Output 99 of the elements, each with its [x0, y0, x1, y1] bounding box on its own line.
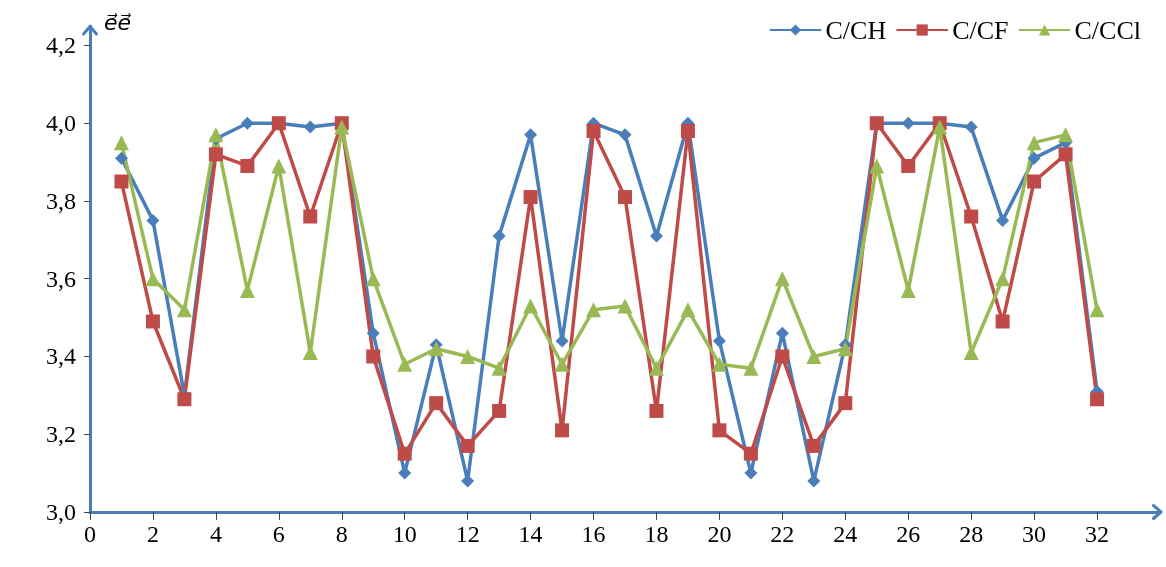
point: [366, 349, 381, 364]
point: [492, 403, 507, 418]
point: [712, 423, 727, 438]
point: [460, 348, 476, 364]
x-tick-label: 10: [392, 521, 417, 547]
point: [240, 158, 255, 173]
point: [1090, 392, 1105, 407]
point: [648, 360, 664, 376]
y-tick-label: 4,2: [46, 32, 76, 59]
point: [145, 271, 161, 287]
legend-label: C/CF: [952, 15, 1009, 45]
point: [491, 360, 507, 376]
point: [964, 209, 979, 224]
point: [176, 302, 192, 318]
point: [492, 229, 506, 243]
point: [711, 356, 727, 372]
point: [617, 298, 633, 314]
point: [775, 326, 789, 340]
point: [964, 120, 978, 134]
point: [303, 209, 318, 224]
x-tick-label: 16: [581, 521, 606, 547]
point: [240, 116, 254, 130]
point: [743, 446, 758, 461]
x-tick-label: 22: [770, 521, 795, 547]
x-tick-label: 8: [335, 521, 348, 547]
point: [365, 271, 381, 287]
point: [523, 190, 538, 205]
point: [555, 423, 570, 438]
x-tick-label: 14: [518, 521, 543, 547]
point: [586, 123, 601, 138]
point: [271, 158, 287, 174]
legend-label: C/CCl: [1074, 15, 1142, 45]
x-tick-label: 24: [833, 521, 858, 547]
point: [680, 123, 695, 138]
point: [113, 135, 129, 151]
x-tick-label: 20: [707, 521, 732, 547]
y-tick-label: 3,2: [46, 421, 76, 448]
point: [397, 356, 413, 372]
point: [775, 349, 790, 364]
point: [177, 392, 192, 407]
point: [806, 438, 821, 453]
point: [208, 127, 224, 143]
point: [618, 190, 632, 205]
point: [618, 128, 632, 142]
point: [114, 174, 129, 189]
point: [649, 229, 663, 243]
x-tick-label: 18: [644, 521, 669, 547]
point: [145, 314, 160, 329]
point: [774, 271, 790, 287]
y-tick-label: 3,6: [46, 265, 76, 292]
legend-label: C/CH: [825, 15, 887, 45]
y-tick-label: 3,0: [46, 499, 76, 525]
point: [554, 356, 570, 372]
point: [932, 119, 948, 135]
point: [366, 326, 380, 340]
point: [397, 446, 412, 461]
x-tick-label: 0: [84, 521, 96, 547]
point: [1089, 302, 1105, 318]
point: [1058, 147, 1073, 162]
point: [1027, 174, 1042, 189]
point: [837, 341, 853, 357]
point: [208, 147, 223, 162]
x-tick-label: 32: [1085, 521, 1110, 547]
point: [334, 119, 350, 135]
x-tick-label: 30: [1022, 521, 1047, 547]
point: [869, 158, 885, 174]
x-tick-label: 6: [272, 521, 285, 547]
y-tick-label: 3,4: [46, 343, 76, 370]
point: [649, 403, 664, 418]
point: [838, 396, 853, 411]
y-tick-label: 3,8: [46, 187, 76, 214]
point: [114, 151, 128, 165]
x-tick-label: 2: [146, 521, 159, 547]
point: [586, 302, 602, 318]
point: [996, 213, 1010, 227]
x-tick-label: 26: [896, 521, 921, 547]
point: [680, 302, 696, 318]
y-axis-title: e⃗e⃗: [104, 10, 132, 37]
point: [428, 341, 444, 357]
point: [901, 158, 916, 173]
x-tick-label: 4: [209, 521, 222, 547]
point: [743, 360, 759, 376]
point: [429, 396, 444, 411]
point: [995, 271, 1011, 287]
point: [901, 116, 915, 130]
point: [806, 348, 822, 364]
point: [460, 438, 475, 453]
point: [1058, 127, 1074, 143]
point: [995, 314, 1010, 329]
point: [555, 334, 569, 348]
y-tick-label: 4,0: [46, 110, 76, 137]
point: [1026, 135, 1042, 151]
point: [523, 298, 539, 314]
x-tick-label: 28: [959, 521, 984, 547]
point: [146, 213, 160, 227]
point: [712, 334, 726, 348]
point: [1027, 151, 1041, 165]
x-tick-label: 12: [455, 521, 480, 547]
point: [303, 120, 317, 134]
